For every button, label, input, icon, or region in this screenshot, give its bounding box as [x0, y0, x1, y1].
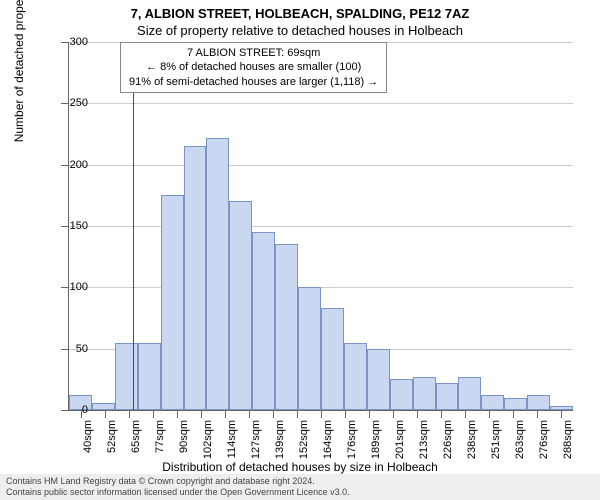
- x-tick-label: 77sqm: [154, 420, 166, 470]
- y-axis-title: Number of detached properties: [12, 0, 26, 142]
- x-tick-label: 65sqm: [130, 420, 142, 470]
- x-tick-label: 40sqm: [82, 420, 94, 470]
- x-tick-label: 114sqm: [226, 420, 238, 470]
- y-tick-label: 150: [48, 220, 88, 232]
- chart-title-sub: Size of property relative to detached ho…: [0, 21, 600, 38]
- grid-line: [69, 287, 573, 288]
- chart-title-main: 7, ALBION STREET, HOLBEACH, SPALDING, PE…: [0, 0, 600, 21]
- y-tick-label: 250: [48, 97, 88, 109]
- x-tick: [177, 410, 178, 418]
- x-tick: [297, 410, 298, 418]
- x-tick-label: 164sqm: [322, 420, 334, 470]
- histogram-bar: [275, 244, 298, 410]
- x-tick: [153, 410, 154, 418]
- x-tick-label: 201sqm: [394, 420, 406, 470]
- x-tick: [345, 410, 346, 418]
- x-tick: [465, 410, 466, 418]
- histogram-bar: [527, 395, 550, 410]
- x-tick-label: 152sqm: [298, 420, 310, 470]
- x-tick: [537, 410, 538, 418]
- x-tick-label: 263sqm: [514, 420, 526, 470]
- histogram-bar: [115, 343, 138, 410]
- x-tick-label: 139sqm: [274, 420, 286, 470]
- histogram-bar: [458, 377, 481, 410]
- x-tick: [249, 410, 250, 418]
- histogram-bar: [138, 343, 161, 410]
- x-tick-label: 288sqm: [562, 420, 574, 470]
- x-tick: [129, 410, 130, 418]
- histogram-bar: [184, 146, 207, 410]
- histogram-bar: [252, 232, 275, 410]
- grid-line: [69, 226, 573, 227]
- x-tick-label: 213sqm: [418, 420, 430, 470]
- x-tick: [369, 410, 370, 418]
- footer-attribution: Contains HM Land Registry data © Crown c…: [0, 474, 600, 500]
- grid-line: [69, 103, 573, 104]
- histogram-bar: [229, 201, 252, 410]
- histogram-bar: [504, 398, 527, 410]
- info-annotation-box: 7 ALBION STREET: 69sqm ← 8% of detached …: [120, 42, 387, 93]
- x-tick: [561, 410, 562, 418]
- x-tick: [489, 410, 490, 418]
- x-tick-label: 226sqm: [442, 420, 454, 470]
- y-tick-label: 200: [48, 159, 88, 171]
- property-marker-line: [133, 42, 134, 410]
- x-tick: [441, 410, 442, 418]
- grid-line: [69, 165, 573, 166]
- x-tick: [105, 410, 106, 418]
- x-tick: [321, 410, 322, 418]
- x-tick-label: 102sqm: [202, 420, 214, 470]
- histogram-bar: [298, 287, 321, 410]
- histogram-bar: [92, 403, 115, 410]
- histogram-bar: [367, 349, 390, 410]
- x-tick-label: 238sqm: [466, 420, 478, 470]
- x-tick-label: 127sqm: [250, 420, 262, 470]
- chart-container: 7, ALBION STREET, HOLBEACH, SPALDING, PE…: [0, 0, 600, 500]
- plot-area: [68, 42, 573, 411]
- histogram-bar: [206, 138, 229, 410]
- y-tick-label: 100: [48, 281, 88, 293]
- x-tick: [225, 410, 226, 418]
- y-tick-label: 300: [48, 36, 88, 48]
- x-tick: [513, 410, 514, 418]
- x-tick: [417, 410, 418, 418]
- info-line-1: 7 ALBION STREET: 69sqm: [129, 46, 378, 60]
- x-tick-label: 52sqm: [106, 420, 118, 470]
- histogram-bar: [481, 395, 504, 410]
- histogram-bar: [390, 379, 413, 410]
- y-tick-label: 50: [48, 343, 88, 355]
- y-tick-label: 0: [48, 404, 88, 416]
- x-tick: [273, 410, 274, 418]
- info-line-2: ← 8% of detached houses are smaller (100…: [129, 60, 378, 74]
- histogram-bar: [436, 383, 459, 410]
- histogram-bar: [344, 343, 367, 410]
- footer-line-2: Contains public sector information licen…: [6, 487, 594, 498]
- x-tick: [201, 410, 202, 418]
- x-tick-label: 189sqm: [370, 420, 382, 470]
- info-line-3: 91% of semi-detached houses are larger (…: [129, 75, 378, 89]
- x-tick: [393, 410, 394, 418]
- histogram-bar: [321, 308, 344, 410]
- x-tick-label: 276sqm: [538, 420, 550, 470]
- x-tick-label: 251sqm: [490, 420, 502, 470]
- histogram-bar: [413, 377, 436, 410]
- histogram-bar: [161, 195, 184, 410]
- x-tick-label: 90sqm: [178, 420, 190, 470]
- x-tick-label: 176sqm: [346, 420, 358, 470]
- footer-line-1: Contains HM Land Registry data © Crown c…: [6, 476, 594, 487]
